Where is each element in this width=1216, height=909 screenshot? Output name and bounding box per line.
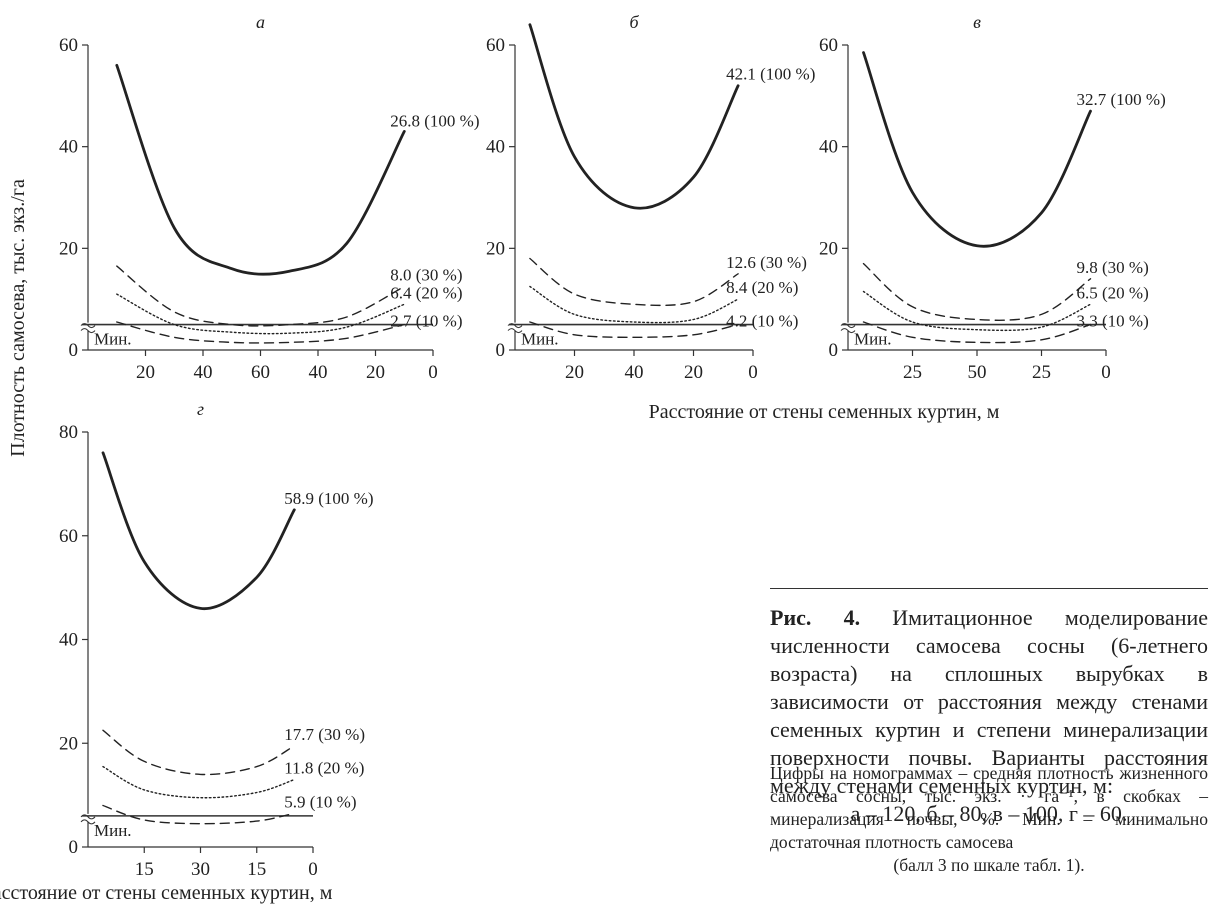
x-tick-label: 60 (251, 362, 270, 383)
series-label-2: 8.0 (30 %) (390, 265, 462, 284)
panel-letter: г (197, 399, 204, 419)
series-label-4: 2.7 (10 %) (390, 312, 462, 331)
series-label-3: 6.5 (20 %) (1077, 283, 1149, 302)
y-tick-label: 60 (486, 35, 505, 56)
series-line-2 (116, 265, 405, 327)
series-line-1 (115, 63, 406, 276)
series-label-2: 17.7 (30 %) (284, 725, 365, 744)
y-tick-label: 40 (59, 630, 78, 651)
caption-note: Цифры на номограммах – средняя плотность… (770, 762, 1208, 877)
x-tick-label: 20 (366, 362, 385, 383)
series-label-3: 6.4 (20 %) (390, 283, 462, 302)
y-tick-label: 40 (59, 137, 78, 158)
chart-panel-1: а 0 20 40 60 20 40 60 40 20 0 Мин. 26.8 (100 %) 8.0 (… (59, 12, 479, 383)
series-line-3 (102, 765, 295, 799)
y-tick-label: 60 (59, 526, 78, 547)
series-line-4 (862, 321, 1092, 344)
caption-variants: а – 120, б – 80, в – 100, г – 60. (850, 801, 1128, 826)
x-tick-label: 20 (136, 362, 155, 383)
series-label-3: 11.8 (20 %) (284, 759, 364, 778)
x-tick-label: 0 (428, 362, 438, 383)
figure-number: Рис. 4. (770, 605, 861, 630)
x-tick-label: 0 (748, 362, 758, 383)
series-line-1 (101, 451, 296, 610)
y-axis-title: Плотность самосева, тыс. экз./га (7, 179, 29, 457)
series-line-3 (862, 290, 1092, 332)
x-tick-label: 40 (309, 362, 328, 383)
x-tick-label: 20 (565, 362, 584, 383)
y-tick-label: 60 (819, 35, 838, 56)
chart-panel-2: б 0 20 40 60 20 40 20 0 Мин. 42.1 (100 %) 12.6 (30 … (486, 12, 815, 383)
series-label-1: 26.8 (100 %) (390, 111, 479, 130)
x-tick-label: 40 (625, 362, 644, 383)
chart-panels: а 0 20 40 60 20 40 60 40 20 0 Мин. 26.8 (100 %) 8.0 (… (59, 12, 1166, 880)
y-tick-label: 20 (59, 238, 78, 259)
minimum-density-label: Мин. (94, 330, 132, 349)
x-tick-label: 20 (684, 362, 703, 383)
chart-panel-4: г 0 20 40 60 80 15 30 15 0 Мин. 58.9 (100 %) 17.7 (3… (59, 399, 373, 880)
series-line-2 (529, 257, 739, 307)
series-label-4: 4.2 (10 %) (726, 312, 798, 331)
panel-letter: б (629, 12, 639, 32)
x-tick-label: 50 (968, 362, 987, 383)
y-tick-label: 0 (496, 340, 506, 361)
series-label-4: 3.3 (10 %) (1077, 312, 1149, 331)
y-tick-label: 20 (819, 238, 838, 259)
series-label-3: 8.4 (20 %) (726, 278, 798, 297)
figure-caption: Рис. 4. Имитационное моделирование числе… (770, 604, 1208, 828)
y-tick-label: 40 (486, 137, 505, 158)
series-label-1: 32.7 (100 %) (1077, 90, 1166, 109)
series-label-2: 12.6 (30 %) (726, 253, 807, 272)
series-line-1 (528, 23, 740, 210)
y-tick-label: 20 (59, 733, 78, 754)
series-line-3 (529, 285, 739, 324)
y-tick-label: 20 (486, 238, 505, 259)
series-line-4 (529, 321, 739, 339)
series-label-1: 42.1 (100 %) (726, 65, 815, 84)
x-tick-label: 0 (1101, 362, 1111, 383)
minimum-density-label: Мин. (94, 821, 132, 840)
caption-text: Имитационное моделирование численности с… (770, 605, 1209, 798)
y-tick-label: 60 (59, 35, 78, 56)
y-tick-label: 80 (59, 422, 78, 443)
x-tick-label: 40 (194, 362, 213, 383)
panel-letter: а (256, 12, 265, 32)
panel-letter: в (973, 12, 981, 32)
x-tick-label: 15 (135, 859, 154, 880)
x-tick-label: 25 (1032, 362, 1051, 383)
series-line-4 (102, 804, 295, 825)
x-axis-title-bottom: Расстояние от стены семенных куртин, м (0, 882, 333, 904)
y-tick-label: 0 (69, 837, 79, 858)
minimum-density-label: Мин. (521, 330, 559, 349)
y-tick-label: 0 (829, 340, 839, 361)
chart-panel-3: в 0 20 40 60 25 50 25 0 Мин. 32.7 (100 %) 9.8 (30 %… (819, 12, 1166, 383)
x-tick-label: 25 (903, 362, 922, 383)
x-tick-label: 0 (308, 859, 318, 880)
series-line-2 (862, 262, 1092, 321)
series-label-1: 58.9 (100 %) (284, 489, 373, 508)
y-tick-label: 40 (819, 137, 838, 158)
series-line-2 (102, 729, 295, 776)
caption-rule (770, 588, 1208, 589)
caption-note-last-line: (балл 3 по шкале табл. 1). (893, 855, 1085, 875)
y-tick-label: 0 (69, 340, 79, 361)
x-tick-label: 15 (247, 859, 266, 880)
series-line-4 (116, 321, 405, 344)
minimum-density-label: Мин. (854, 330, 892, 349)
series-line-3 (116, 293, 405, 335)
series-label-2: 9.8 (30 %) (1077, 258, 1149, 277)
caption-note-text: Цифры на номограммах – средняя плотность… (770, 763, 1208, 852)
x-axis-title-top: Расстояние от стены семенных куртин, м (649, 401, 1000, 423)
series-line-1 (862, 51, 1092, 248)
series-label-4: 5.9 (10 %) (284, 792, 356, 811)
x-tick-label: 30 (191, 859, 210, 880)
